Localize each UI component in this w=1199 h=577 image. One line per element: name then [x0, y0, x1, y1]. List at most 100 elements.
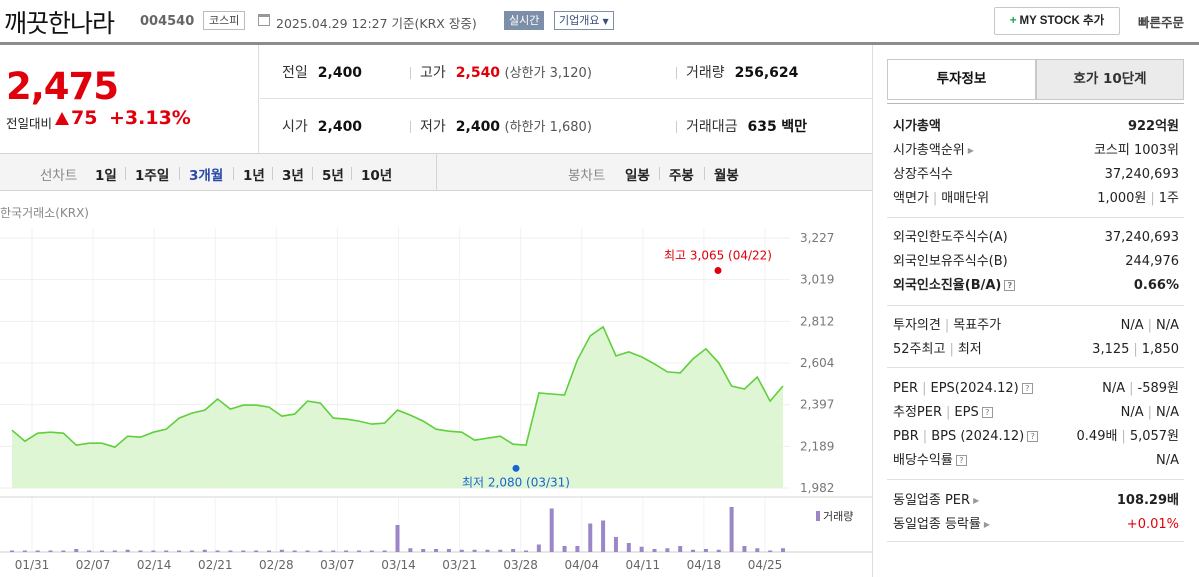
period-tab-5y[interactable]: 5년: [322, 168, 344, 184]
calendar-icon: [258, 14, 270, 26]
info-row: 상장주식수 37,240,693: [893, 163, 1179, 187]
volume-bar: [267, 550, 271, 552]
chevron-right-icon[interactable]: ▶: [983, 520, 991, 529]
info-label[interactable]: 배당수익률?: [893, 449, 967, 473]
tab-underline: [887, 99, 1184, 100]
stat-label: 거래대금: [686, 119, 738, 135]
section-divider: [887, 479, 1184, 480]
stat-volume: 거래량 256,624: [686, 62, 798, 82]
info-value-text: 0.66%: [1133, 278, 1179, 293]
period-tab-1d[interactable]: 1일: [95, 168, 117, 184]
tab-separator: [312, 167, 313, 180]
period-tab-3y[interactable]: 3년: [282, 168, 304, 184]
volume-bar: [472, 549, 477, 552]
help-icon[interactable]: ?: [955, 455, 967, 466]
info-row: 시가총액 922억원: [893, 115, 1179, 139]
info-label-text: 투자의견: [893, 318, 941, 333]
tab-investment-info[interactable]: 투자정보: [887, 59, 1036, 100]
help-icon[interactable]: ?: [1021, 383, 1033, 394]
info-label-text: BPS (2024.12): [931, 429, 1025, 444]
help-icon[interactable]: ?: [1027, 431, 1039, 442]
volume-bar: [151, 550, 156, 552]
tab-separator: [272, 167, 273, 180]
info-label-text: EPS(2024.12): [930, 381, 1019, 396]
info-value: 922억원: [1128, 115, 1179, 139]
company-overview-dropdown[interactable]: 기업개요 ▼: [554, 11, 614, 30]
volume-bar: [112, 550, 117, 552]
stat-high: 고가 2,540 (상한가 3,120): [420, 62, 592, 82]
info-label-text: 동일업종 PER: [893, 493, 971, 508]
info-label[interactable]: 외국인소진율(B/A)?: [893, 274, 1016, 298]
period-tab-1y[interactable]: 1년: [243, 168, 265, 184]
info-label[interactable]: PER | EPS(2024.12)?: [893, 377, 1033, 401]
period-tab-10y[interactable]: 10년: [361, 168, 393, 184]
info-value: N/A: [1156, 449, 1179, 473]
candle-tab-monthly[interactable]: 월봉: [714, 168, 739, 184]
period-tab-1w[interactable]: 1주일: [135, 168, 170, 184]
volume-bar: [164, 550, 169, 552]
quick-order-link[interactable]: 빠른주문: [1138, 15, 1185, 30]
info-label: 외국인보유주식수(B): [893, 250, 1008, 274]
volume-bar: [613, 537, 618, 552]
min-price-label: 최저 2,080 (03/31): [462, 475, 570, 489]
candle-tab-daily[interactable]: 일봉: [625, 168, 650, 184]
help-icon[interactable]: ?: [1004, 280, 1016, 291]
volume-bar: [74, 549, 79, 552]
price-change: 75: [71, 107, 98, 129]
info-row: 시가총액순위 ▶ 코스피 1003위: [893, 139, 1179, 163]
x-tick-label: 02/21: [198, 558, 233, 572]
current-price: 2,475: [6, 65, 119, 108]
info-value: 0.66%: [1134, 274, 1179, 298]
stat-separator: [410, 121, 411, 133]
chevron-right-icon[interactable]: ▶: [967, 146, 974, 155]
info-value-text: 37,240,693: [1104, 230, 1179, 245]
chevron-right-icon[interactable]: ▶: [973, 496, 980, 505]
help-icon[interactable]: ?: [981, 407, 993, 418]
info-label[interactable]: 동일업종 PER ▶: [893, 489, 979, 513]
min-price-marker: [512, 464, 520, 472]
section-divider: [887, 305, 1184, 306]
info-value-text: 108.29배: [1116, 493, 1179, 508]
x-tick-label: 02/14: [137, 558, 172, 572]
info-value-text: -589원: [1137, 381, 1179, 396]
volume-legend-swatch: [816, 511, 820, 521]
company-overview-label: 기업개요: [559, 14, 600, 27]
price-area: [12, 326, 783, 488]
stat-unit: 백만: [781, 119, 807, 135]
value-pipe: |: [1129, 381, 1134, 396]
volume-bar: [434, 549, 439, 552]
y-tick-label: 2,812: [800, 314, 834, 328]
volume-bar: [138, 550, 143, 552]
info-value: 37,240,693: [1105, 163, 1179, 187]
stat-value: 256,624: [734, 65, 799, 81]
info-value: 108.29배: [1117, 489, 1179, 513]
info-label[interactable]: 추정PER | EPS?: [893, 401, 993, 425]
market-badge: 코스피: [203, 11, 246, 30]
add-my-stock-button[interactable]: + MY STOCK 추가: [994, 7, 1120, 35]
info-value: 코스피 1003위: [1094, 139, 1179, 163]
volume-bar: [511, 549, 516, 552]
info-label[interactable]: 시가총액순위 ▶: [893, 139, 974, 163]
stats-row-divider: [260, 98, 872, 99]
header-divider: [0, 42, 1199, 45]
volume-bar: [215, 550, 220, 552]
info-label-text: PER: [893, 381, 919, 396]
tab-order-book[interactable]: 호가 10단계: [1036, 59, 1184, 100]
value-pipe: |: [1147, 405, 1152, 420]
section-divider: [887, 367, 1184, 368]
company-name[interactable]: 깨끗한나라: [4, 9, 115, 38]
info-label[interactable]: PBR | BPS (2024.12)?: [893, 425, 1039, 449]
info-label[interactable]: 동일업종 등락률 ▶: [893, 513, 990, 537]
candle-tab-weekly[interactable]: 주봉: [669, 168, 694, 184]
realtime-badge[interactable]: 실시간: [504, 11, 545, 30]
info-label-text: 52주최고: [893, 342, 946, 357]
info-label: 상장주식수: [893, 163, 953, 187]
price-chart[interactable]: 3,227 3,019 2,812 2,604 2,397 2,189 1,982 01/31…: [0, 191, 872, 577]
volume-bar: [241, 550, 246, 552]
y-tick-label: 2,189: [800, 439, 834, 453]
label-pipe: |: [946, 405, 951, 420]
period-tab-3m[interactable]: 3개월: [189, 168, 224, 184]
y-tick-label: 1,982: [800, 481, 834, 495]
upper-limit: (상한가 3,120): [504, 66, 592, 81]
